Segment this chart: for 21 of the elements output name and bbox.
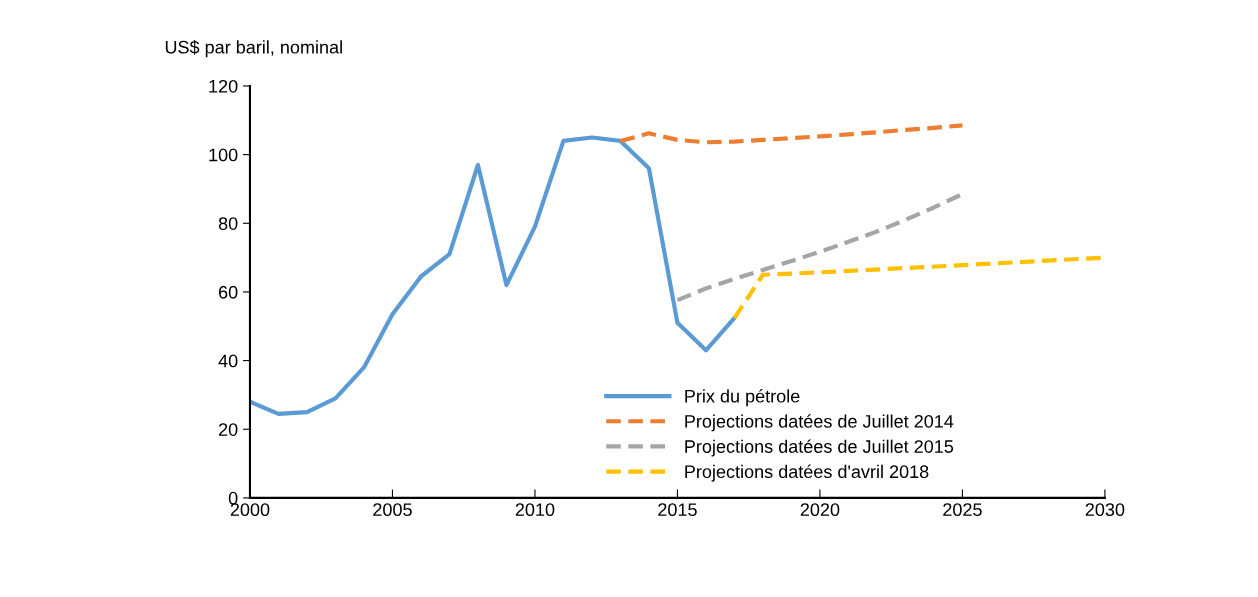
legend-label: Projections datées d'avril 2018 [685, 464, 929, 482]
y-tick-label: 100 [209, 148, 238, 162]
legend-label: Prix du pétrole [685, 389, 800, 407]
line-series [249, 135, 737, 416]
legend-label: Projections datées de Juillet 2015 [685, 439, 954, 457]
x-tick-label: 2020 [800, 503, 840, 517]
x-tick-label: 2025 [943, 503, 982, 517]
x-tick-label: 2010 [515, 503, 555, 517]
legend-label: Projections datées de Juillet 2014 [685, 414, 954, 432]
y-tick-label: 0 [228, 491, 238, 505]
y-tick-label: 40 [218, 354, 238, 368]
y-tick-label: 60 [218, 285, 238, 299]
line-series [618, 123, 965, 145]
x-tick-label: 2015 [658, 503, 697, 517]
y-tick-label: 120 [209, 79, 238, 93]
y-tick-label: 20 [218, 423, 238, 436]
x-tick-label: 2005 [373, 503, 412, 517]
x-tick-label: 2000 [230, 503, 270, 517]
y-tick-label: 80 [218, 217, 238, 230]
y-axis-title: US$ par baril, nominal [165, 40, 342, 58]
x-tick-label: 2030 [1085, 503, 1125, 517]
